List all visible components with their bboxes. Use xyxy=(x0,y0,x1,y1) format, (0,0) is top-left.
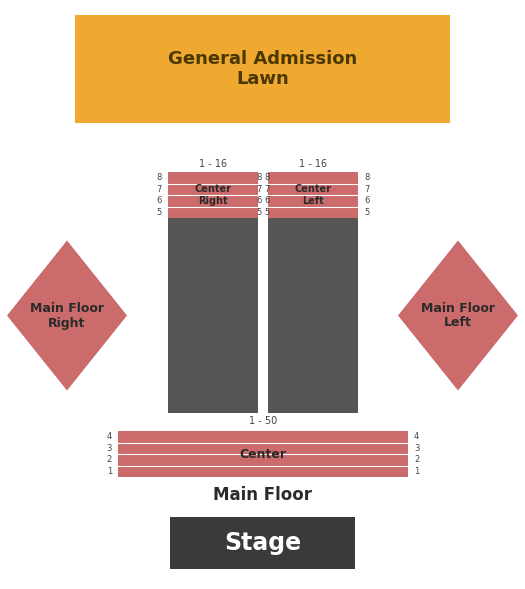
Bar xyxy=(268,172,358,218)
Text: 1: 1 xyxy=(414,466,419,476)
Text: 1 - 16: 1 - 16 xyxy=(199,159,227,169)
Bar xyxy=(75,15,450,123)
Text: Main Floor
Left: Main Floor Left xyxy=(421,302,495,329)
Bar xyxy=(168,172,258,218)
Text: 1 - 50: 1 - 50 xyxy=(249,416,277,426)
Text: General Admission
Lawn: General Admission Lawn xyxy=(168,49,357,88)
Text: Center
Left: Center Left xyxy=(295,184,331,206)
Text: 5: 5 xyxy=(257,208,262,217)
Text: Center: Center xyxy=(239,448,287,461)
Text: 4: 4 xyxy=(107,432,112,441)
Text: 7: 7 xyxy=(364,185,370,194)
Text: 2: 2 xyxy=(107,455,112,464)
Polygon shape xyxy=(398,240,518,391)
Text: Main Floor
Right: Main Floor Right xyxy=(30,302,104,329)
Bar xyxy=(168,218,258,413)
Text: 5: 5 xyxy=(157,208,162,217)
Text: 7: 7 xyxy=(257,185,262,194)
Text: 4: 4 xyxy=(414,432,419,441)
Text: 3: 3 xyxy=(107,444,112,453)
Text: 1 - 16: 1 - 16 xyxy=(299,159,327,169)
Text: 1: 1 xyxy=(107,466,112,476)
Text: 5: 5 xyxy=(364,208,369,217)
Text: 8: 8 xyxy=(257,173,262,182)
Text: Center
Right: Center Right xyxy=(194,184,232,206)
Polygon shape xyxy=(7,240,127,391)
Text: 7: 7 xyxy=(264,185,269,194)
Text: 8: 8 xyxy=(264,173,269,182)
Bar xyxy=(118,431,408,477)
Text: 6: 6 xyxy=(156,196,162,205)
Text: Main Floor: Main Floor xyxy=(213,486,312,504)
Bar xyxy=(170,517,355,569)
Text: 8: 8 xyxy=(364,173,370,182)
Text: Stage: Stage xyxy=(224,531,301,555)
Text: 5: 5 xyxy=(264,208,269,217)
Text: 6: 6 xyxy=(364,196,370,205)
Text: 2: 2 xyxy=(414,455,419,464)
Text: 6: 6 xyxy=(257,196,262,205)
Text: 7: 7 xyxy=(156,185,162,194)
Text: 6: 6 xyxy=(264,196,269,205)
Bar xyxy=(268,218,358,413)
Text: 8: 8 xyxy=(156,173,162,182)
Text: 3: 3 xyxy=(414,444,419,453)
